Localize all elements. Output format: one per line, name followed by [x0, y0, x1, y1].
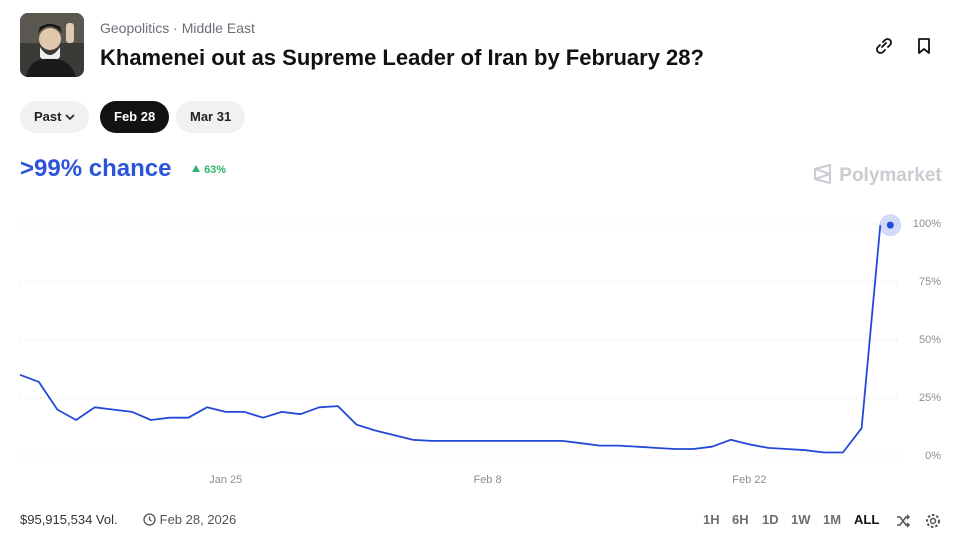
- end-date: Feb 28, 2026: [143, 512, 236, 527]
- y-tick-label: 0%: [925, 450, 941, 462]
- tab-past[interactable]: Past: [20, 101, 90, 133]
- x-tick-label: Feb 22: [732, 474, 766, 486]
- y-tick-label: 100%: [913, 218, 941, 230]
- y-tick-label: 75%: [919, 276, 941, 288]
- range-button[interactable]: 1M: [823, 512, 842, 527]
- price-chart: 0% 25% 50% 75% 100% Jan 25 Feb 8 Feb 22: [19, 214, 941, 486]
- brand: Polymarket: [812, 163, 942, 187]
- settings-button[interactable]: [925, 513, 941, 529]
- tab-feb-28[interactable]: Feb 28: [100, 101, 170, 133]
- brand-name: Polymarket: [839, 165, 942, 186]
- bookmark-button[interactable]: [914, 36, 934, 56]
- y-tick-label: 25%: [919, 392, 941, 404]
- market-title: Khamenei out as Supreme Leader of Iran b…: [100, 45, 704, 70]
- range-button[interactable]: ALL: [854, 512, 880, 527]
- chevron: [65, 114, 75, 121]
- x-tick-label: Feb 8: [473, 474, 501, 486]
- end-date-text: Feb 28, 2026: [159, 512, 237, 527]
- range-button[interactable]: 1D: [762, 512, 779, 527]
- x-tick-label: Jan 25: [209, 474, 242, 486]
- separator: ·: [173, 20, 182, 36]
- change-value: 63%: [204, 164, 227, 176]
- link-button[interactable]: [874, 36, 894, 56]
- shuffle-button[interactable]: [895, 513, 911, 529]
- tab-label: Past: [34, 109, 62, 124]
- current-point: [886, 221, 894, 229]
- range-button[interactable]: 1H: [703, 512, 720, 527]
- brand-logo: [814, 164, 831, 184]
- clock-icon: [143, 513, 156, 526]
- change: 63%: [191, 164, 226, 176]
- category-link[interactable]: Geopolitics: [100, 20, 170, 36]
- chance: >99% chance: [20, 155, 172, 182]
- y-tick-label: 50%: [919, 334, 941, 346]
- tab-mar-31[interactable]: Mar 31: [176, 101, 246, 133]
- market-image: [20, 13, 84, 77]
- portrait: [20, 13, 84, 77]
- price-line: [19, 225, 882, 454]
- volume: $95,915,534 Vol.: [20, 512, 118, 527]
- range-button[interactable]: 1W: [791, 512, 811, 527]
- range-button[interactable]: 6H: [732, 512, 749, 527]
- subcategory-link[interactable]: Middle East: [181, 20, 255, 36]
- breadcrumbs: Geopolitics · Middle East: [100, 20, 255, 36]
- up-arrow: [192, 165, 200, 172]
